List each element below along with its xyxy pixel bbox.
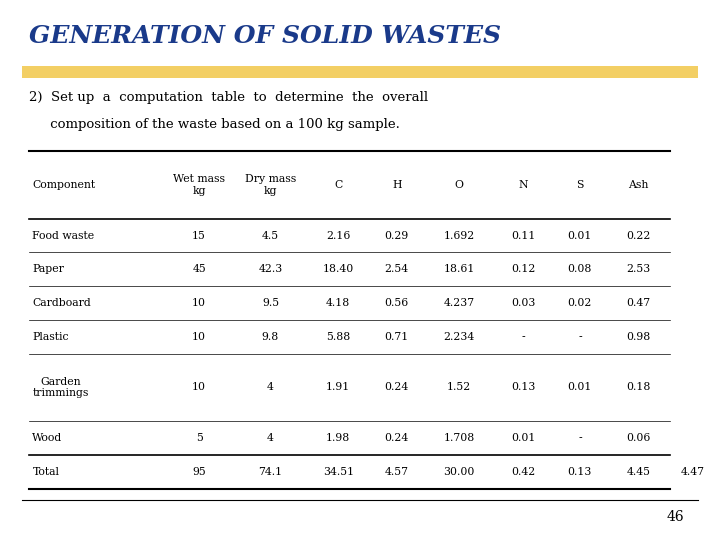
Text: Component: Component — [32, 180, 96, 190]
Text: O: O — [454, 180, 464, 190]
Text: Dry mass
kg: Dry mass kg — [245, 174, 296, 195]
Text: Food waste: Food waste — [32, 231, 94, 241]
Text: Garden
trimmings: Garden trimmings — [32, 377, 89, 399]
Text: GENERATION OF SOLID WASTES: GENERATION OF SOLID WASTES — [29, 24, 501, 48]
Text: S: S — [576, 180, 584, 190]
Text: Ash: Ash — [629, 180, 649, 190]
Text: 0.98: 0.98 — [626, 332, 651, 342]
Text: 18.61: 18.61 — [444, 264, 474, 274]
Text: Wood: Wood — [32, 433, 63, 443]
Text: -: - — [578, 332, 582, 342]
Text: 0.03: 0.03 — [511, 298, 535, 308]
Text: 2.16: 2.16 — [326, 231, 351, 241]
Text: 74.1: 74.1 — [258, 467, 282, 477]
Text: Cardboard: Cardboard — [32, 298, 91, 308]
Text: C: C — [334, 180, 342, 190]
Text: 15: 15 — [192, 231, 206, 241]
Text: 4.237: 4.237 — [444, 298, 474, 308]
Text: 0.47: 0.47 — [626, 298, 651, 308]
FancyBboxPatch shape — [22, 66, 698, 78]
Text: 1.708: 1.708 — [444, 433, 474, 443]
Text: 10: 10 — [192, 298, 206, 308]
Text: 0.24: 0.24 — [384, 382, 409, 393]
Text: 2.54: 2.54 — [384, 264, 409, 274]
Text: 34.51: 34.51 — [323, 467, 354, 477]
Text: 95: 95 — [192, 467, 206, 477]
Text: -: - — [521, 332, 525, 342]
Text: 4.47: 4.47 — [680, 467, 704, 477]
Text: 0.01: 0.01 — [567, 382, 592, 393]
Text: H: H — [392, 180, 402, 190]
Text: 0.11: 0.11 — [511, 231, 535, 241]
Text: 4: 4 — [267, 382, 274, 393]
Text: Plastic: Plastic — [32, 332, 69, 342]
Text: Paper: Paper — [32, 264, 64, 274]
Text: 1.91: 1.91 — [326, 382, 351, 393]
Text: 10: 10 — [192, 382, 206, 393]
Text: 0.13: 0.13 — [511, 382, 535, 393]
Text: N: N — [518, 180, 528, 190]
Text: 9.8: 9.8 — [262, 332, 279, 342]
Text: composition of the waste based on a 100 kg sample.: composition of the waste based on a 100 … — [29, 118, 400, 131]
Text: 0.08: 0.08 — [567, 264, 592, 274]
Text: 18.40: 18.40 — [323, 264, 354, 274]
Text: 30.00: 30.00 — [444, 467, 474, 477]
Text: 2)  Set up  a  computation  table  to  determine  the  overall: 2) Set up a computation table to determi… — [29, 91, 428, 104]
Text: 46: 46 — [667, 510, 684, 524]
Text: 4.57: 4.57 — [384, 467, 409, 477]
Text: 2.53: 2.53 — [626, 264, 651, 274]
Text: 45: 45 — [192, 264, 206, 274]
Text: -: - — [578, 433, 582, 443]
Text: 1.52: 1.52 — [447, 382, 471, 393]
Text: 0.13: 0.13 — [567, 467, 592, 477]
Text: 1.692: 1.692 — [444, 231, 474, 241]
Text: 0.22: 0.22 — [626, 231, 651, 241]
Text: 1.98: 1.98 — [326, 433, 351, 443]
Text: 0.24: 0.24 — [384, 433, 409, 443]
Text: 10: 10 — [192, 332, 206, 342]
Text: 0.02: 0.02 — [567, 298, 592, 308]
Text: 0.71: 0.71 — [384, 332, 409, 342]
Text: 0.29: 0.29 — [384, 231, 409, 241]
Text: 42.3: 42.3 — [258, 264, 282, 274]
Text: 2.234: 2.234 — [444, 332, 474, 342]
Text: 0.42: 0.42 — [511, 467, 535, 477]
Text: 0.56: 0.56 — [384, 298, 409, 308]
Text: Wet mass
kg: Wet mass kg — [173, 174, 225, 195]
Text: 0.18: 0.18 — [626, 382, 651, 393]
Text: 5: 5 — [196, 433, 202, 443]
Text: 9.5: 9.5 — [262, 298, 279, 308]
Text: 0.01: 0.01 — [567, 231, 592, 241]
Text: 0.06: 0.06 — [626, 433, 651, 443]
Text: 0.12: 0.12 — [511, 264, 535, 274]
Text: 0.01: 0.01 — [511, 433, 535, 443]
Text: 4: 4 — [267, 433, 274, 443]
Text: 5.88: 5.88 — [326, 332, 351, 342]
Text: 4.18: 4.18 — [326, 298, 351, 308]
Text: 4.5: 4.5 — [262, 231, 279, 241]
Text: 4.45: 4.45 — [626, 467, 650, 477]
Text: Total: Total — [32, 467, 59, 477]
